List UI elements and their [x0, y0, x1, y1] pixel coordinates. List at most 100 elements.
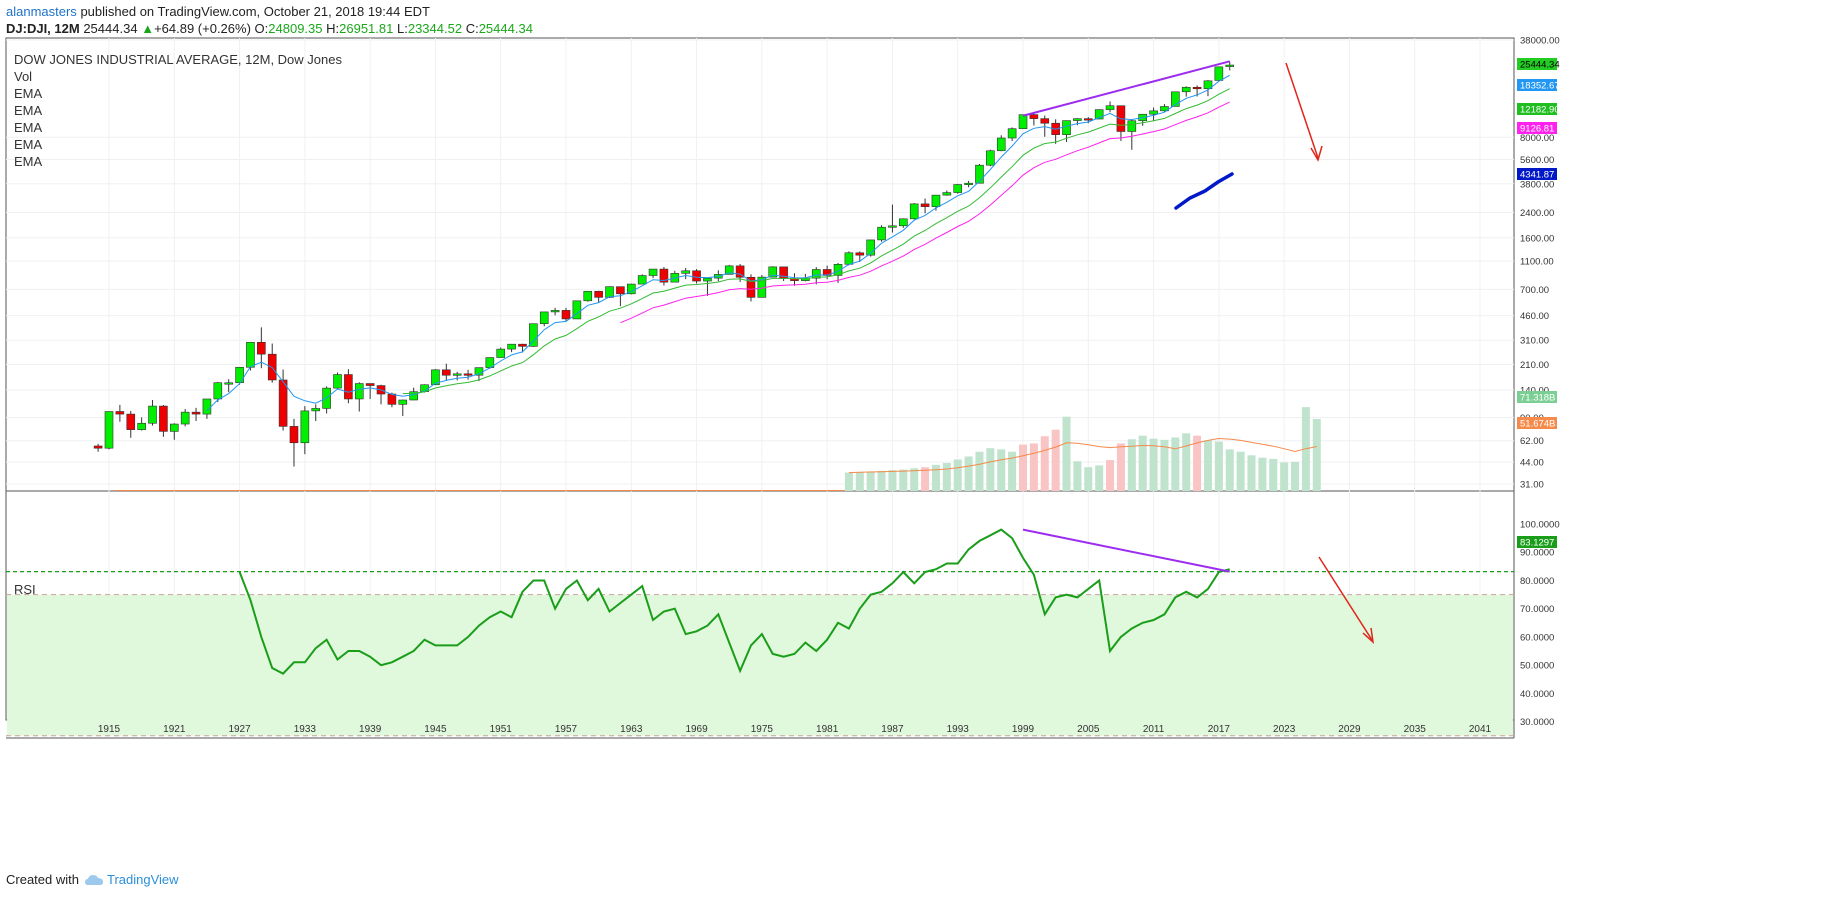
candle-up [1018, 114, 1028, 129]
candle-up [202, 398, 212, 415]
volume-bar [899, 469, 908, 491]
close-value: 25444.34 [478, 21, 533, 36]
candle-down [365, 383, 375, 386]
x-tick-label: 2029 [1338, 724, 1361, 735]
volume-bar [1084, 467, 1093, 491]
author-link[interactable]: alanmasters [6, 4, 77, 19]
candle-down [746, 276, 756, 298]
candle-up [507, 343, 516, 350]
candle-up [1149, 110, 1158, 115]
ema-green-tag: 12182.90 [1520, 105, 1560, 116]
x-tick-label: 1975 [751, 724, 774, 735]
candle-up [888, 225, 897, 228]
candle-up [953, 184, 963, 193]
volume-bar [1214, 441, 1223, 491]
open-label: O: [254, 21, 269, 36]
y-tick-label: 62.00 [1520, 436, 1544, 447]
candle-up [877, 226, 886, 241]
candle-down [387, 393, 397, 405]
candle-up [398, 399, 408, 405]
rsi-tick-label: 80.0000 [1520, 576, 1554, 587]
candle-down [692, 270, 701, 282]
tradingview-link[interactable]: TradingView [84, 872, 179, 887]
ema-magenta-line [620, 101, 1230, 324]
rsi-down-arrow [1318, 556, 1373, 641]
candle-up [996, 137, 1006, 152]
legend-vol: Vol [14, 69, 32, 84]
y-tick-label: 140.00 [1520, 385, 1549, 396]
y-tick-label: 310.00 [1520, 336, 1549, 347]
legend-ema-2: EMA [14, 103, 43, 118]
x-tick-label: 1951 [490, 724, 513, 735]
candle-up [137, 422, 146, 430]
volume-bar [1193, 435, 1202, 491]
volume-tag: 71.318B [1520, 393, 1555, 404]
x-tick-label: 1993 [947, 724, 970, 735]
volume-bar [1312, 419, 1321, 491]
volume-bar [931, 464, 940, 491]
x-tick-label: 1999 [1012, 724, 1035, 735]
volume-bar [1116, 443, 1125, 491]
volume-bar [1149, 438, 1158, 491]
volume-bar [1008, 451, 1017, 491]
ema-navy-tag: 4341.87 [1520, 170, 1554, 181]
price-down-arrow [1285, 62, 1319, 159]
low-value: 23344.52 [407, 21, 463, 36]
rsi-divergence-line [1022, 528, 1230, 573]
last-price-tag: 25444.34 [1520, 60, 1560, 71]
y-tick-label: 31.00 [1520, 480, 1544, 491]
candle-up [529, 323, 538, 347]
tradingview-brand: TradingView [106, 872, 179, 887]
volume-bar [877, 470, 886, 491]
high-label: H: [326, 21, 340, 36]
y-tick-label: 3800.00 [1520, 179, 1554, 190]
rsi-zone [7, 594, 1513, 736]
candle-up [246, 341, 255, 368]
y-tick-label: 1600.00 [1520, 233, 1554, 244]
candle-up [768, 266, 778, 278]
footer: Created with TradingView [6, 872, 179, 887]
candle-up [1214, 66, 1224, 81]
x-tick-label: 1945 [424, 724, 447, 735]
volume-bar [855, 471, 864, 491]
candle-down [344, 374, 353, 400]
volume-ma-tag: 51.674B [1520, 419, 1555, 430]
candle-up [550, 310, 560, 313]
candle-up [224, 382, 233, 385]
candle-up [909, 203, 919, 220]
rsi-value-tag: 83.1297 [1520, 538, 1554, 549]
candle-up [539, 311, 549, 325]
candle-up [1094, 109, 1104, 120]
publish-info: alanmasters published on TradingView.com… [6, 4, 430, 19]
volume-bar [866, 471, 875, 491]
ema-blue-tag: 18352.67 [1520, 81, 1560, 92]
ema-magenta-tag: 9126.81 [1520, 124, 1554, 135]
rsi-down-arrow-head [1362, 627, 1375, 644]
volume-bar [1073, 461, 1082, 491]
x-tick-label: 1969 [685, 724, 708, 735]
volume-bar [1269, 458, 1278, 491]
rsi-tick-label: 100.0000 [1520, 520, 1560, 531]
candle-up [148, 405, 157, 424]
candle-up [942, 192, 952, 196]
y-tick-label: 38000.00 [1520, 36, 1560, 47]
y-tick-label: 700.00 [1520, 285, 1549, 296]
candle-down [463, 373, 473, 376]
volume-bar [1236, 451, 1245, 491]
candle-down [442, 369, 451, 376]
candle-down [115, 411, 125, 415]
x-tick-label: 1981 [816, 724, 839, 735]
candle-up [333, 374, 342, 389]
candle-down [561, 310, 571, 320]
volume-bar [1040, 436, 1049, 491]
y-tick-label: 8000.00 [1520, 133, 1554, 144]
rsi-tick-label: 50.0000 [1520, 661, 1554, 672]
volume-bar [1029, 443, 1038, 491]
x-tick-label: 1921 [163, 724, 186, 735]
rsi-line [238, 528, 1230, 675]
volume-bar [942, 463, 951, 491]
change-arrow-icon: ▲ [141, 21, 155, 36]
rsi-tick-label: 90.0000 [1520, 548, 1554, 559]
